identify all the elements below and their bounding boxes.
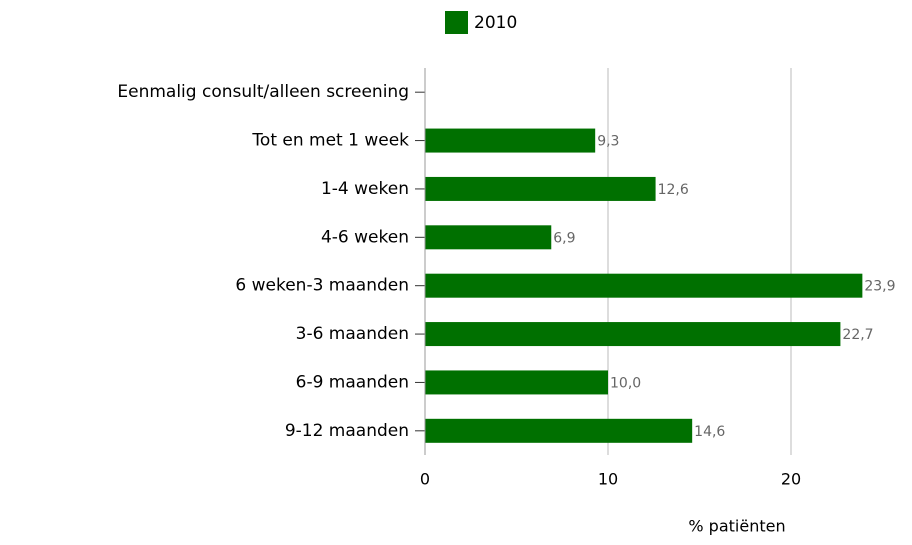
- bar: [425, 128, 596, 153]
- y-tick-label: 6-9 maanden: [296, 372, 409, 392]
- bar: [425, 273, 863, 298]
- bar: [425, 370, 608, 395]
- y-tick-label: 9-12 maanden: [285, 421, 409, 441]
- y-tick-label: 4-6 weken: [321, 227, 409, 247]
- y-tick-label: 6 weken-3 maanden: [235, 276, 409, 296]
- value-label: 14,6: [694, 424, 725, 440]
- value-label: 23,9: [864, 279, 895, 295]
- value-label: 22,7: [842, 327, 873, 343]
- x-tick-label: 20: [781, 470, 801, 489]
- y-tick-label: 3-6 maanden: [296, 324, 409, 344]
- bar: [425, 176, 656, 201]
- x-tick-label: 10: [598, 470, 618, 489]
- value-label: 9,3: [597, 134, 619, 150]
- value-label: 12,6: [658, 182, 689, 198]
- value-label: 10,0: [610, 375, 641, 391]
- legend-swatch: [445, 11, 468, 34]
- y-tick-label: 1-4 weken: [321, 179, 409, 199]
- bar: [425, 322, 841, 347]
- x-axis-label: % patiënten: [688, 517, 785, 536]
- y-tick-label: Eenmalig consult/alleen screening: [117, 82, 409, 102]
- legend-label: 2010: [474, 13, 517, 33]
- x-tick-label: 0: [420, 470, 430, 489]
- value-label: 6,9: [553, 230, 575, 246]
- bar: [425, 418, 693, 443]
- y-tick-label: Tot en met 1 week: [251, 131, 409, 151]
- bar: [425, 225, 552, 250]
